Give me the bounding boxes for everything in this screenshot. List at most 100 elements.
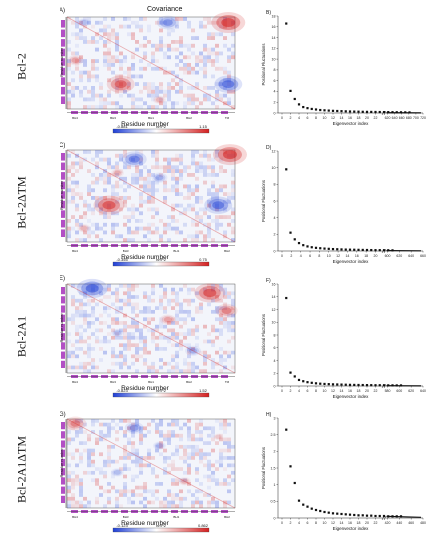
heatmap-cell [179, 324, 183, 329]
heatmap-cell [67, 219, 71, 223]
heatmap-cell [67, 470, 71, 475]
y-tick-label: 8 [274, 333, 276, 337]
heatmap-cell [119, 298, 123, 303]
heatmap-cell [71, 456, 75, 460]
helix-marker-left [61, 200, 65, 209]
heatmap-cell [127, 295, 131, 299]
x-tick-label: 660 [399, 116, 405, 120]
heatmap-cell [163, 291, 167, 296]
heatmap-cell [215, 459, 219, 464]
heatmap-cell [151, 207, 155, 212]
heatmap-cell [191, 361, 195, 366]
heatmap-cell [147, 452, 151, 457]
heatmap-cell [91, 347, 95, 351]
heatmap-cell [119, 66, 123, 71]
heatmap-cell [159, 17, 163, 21]
heatmap-cell [195, 150, 199, 154]
heatmap-cell [139, 17, 143, 21]
heatmap-cell [95, 317, 99, 322]
heatmap-cell [219, 184, 223, 189]
heatmap-cell [71, 93, 75, 98]
x-tick-label: 14 [345, 254, 349, 258]
heatmap-cell [175, 74, 179, 79]
heatmap-cell [127, 207, 131, 212]
heatmap-cell [67, 430, 71, 434]
heatmap-cell [99, 347, 103, 351]
heatmap-cell [171, 332, 175, 336]
x-tick-label: 660 [420, 254, 426, 258]
data-point [365, 248, 369, 252]
heatmap-hotspot [152, 441, 166, 450]
heatmap-cell [195, 422, 199, 427]
heatmap-cell [111, 211, 115, 216]
heatmap-cell [143, 234, 147, 239]
heatmap-cell [91, 463, 95, 468]
heatmap-cell [119, 176, 123, 181]
heatmap-cell [139, 196, 143, 200]
heatmap-cell [175, 157, 179, 162]
heatmap-cell [159, 332, 163, 336]
heatmap-cell [151, 192, 155, 196]
y-tick-label: 8 [274, 68, 276, 72]
heatmap-cell [223, 43, 227, 48]
domain-label: BH1 [173, 249, 179, 253]
heatmap-cell [135, 313, 139, 318]
data-point [340, 383, 343, 386]
heatmap-cell [99, 28, 103, 33]
heatmap-cell [135, 180, 139, 185]
heatmap-cell [95, 234, 99, 239]
heatmap-cell [67, 17, 71, 21]
heatmap-cell [159, 504, 163, 508]
heatmap-cell [191, 207, 195, 212]
heatmap-cell [191, 153, 195, 158]
heatmap-cell [187, 489, 191, 494]
heatmap-cell [183, 422, 187, 427]
heatmap-hotspot [110, 328, 124, 338]
data-point [374, 514, 377, 518]
heatmap-cell [175, 444, 179, 449]
heatmap-cell [143, 51, 147, 56]
heatmap-cell [195, 36, 199, 40]
heatmap-cell [71, 89, 75, 94]
data-point [302, 105, 305, 109]
heatmap-cell [71, 452, 75, 457]
helix-marker-left [61, 77, 65, 85]
heatmap-cell [175, 332, 179, 336]
heatmap-cell [107, 157, 111, 162]
heatmap-cell [171, 188, 175, 193]
heatmap-cell [207, 199, 211, 204]
heatmap-cell [163, 226, 167, 231]
heatmap-cell [155, 66, 159, 71]
heatmap-cell [207, 153, 211, 158]
heatmap-cell [75, 433, 79, 438]
heatmap-cell [203, 339, 207, 344]
heatmap-cell [223, 295, 227, 299]
heatmap-cell [195, 184, 199, 189]
heatmap-cell [143, 55, 147, 60]
heatmap-cell [195, 437, 199, 442]
heatmap-cell [151, 188, 155, 193]
heatmap-cell [155, 474, 159, 479]
heatmap-cell [71, 426, 75, 431]
heatmap-cell [75, 354, 79, 359]
heatmap-cell [75, 478, 79, 483]
heatmap-cell [187, 93, 191, 98]
x-tick-label: 0 [281, 521, 283, 525]
heatmap-cell [179, 339, 183, 344]
heatmap-cell [163, 459, 167, 464]
heatmap-hotspot [80, 20, 88, 25]
data-point [331, 383, 335, 386]
heatmap-cell [131, 354, 135, 359]
domain-label: BH1 [148, 116, 154, 120]
heatmap-cell [171, 157, 175, 162]
heatmap-cell [171, 354, 175, 359]
heatmap-cell [127, 230, 131, 235]
heatmap-cell [207, 441, 211, 445]
heatmap-cell [83, 63, 87, 67]
heatmap-cell [143, 489, 147, 494]
heatmap-cell [207, 459, 211, 464]
heatmap-cell [143, 317, 147, 322]
heatmap-cell [187, 419, 191, 423]
heatmap-cell [99, 321, 103, 325]
heatmap-cell [83, 448, 87, 453]
